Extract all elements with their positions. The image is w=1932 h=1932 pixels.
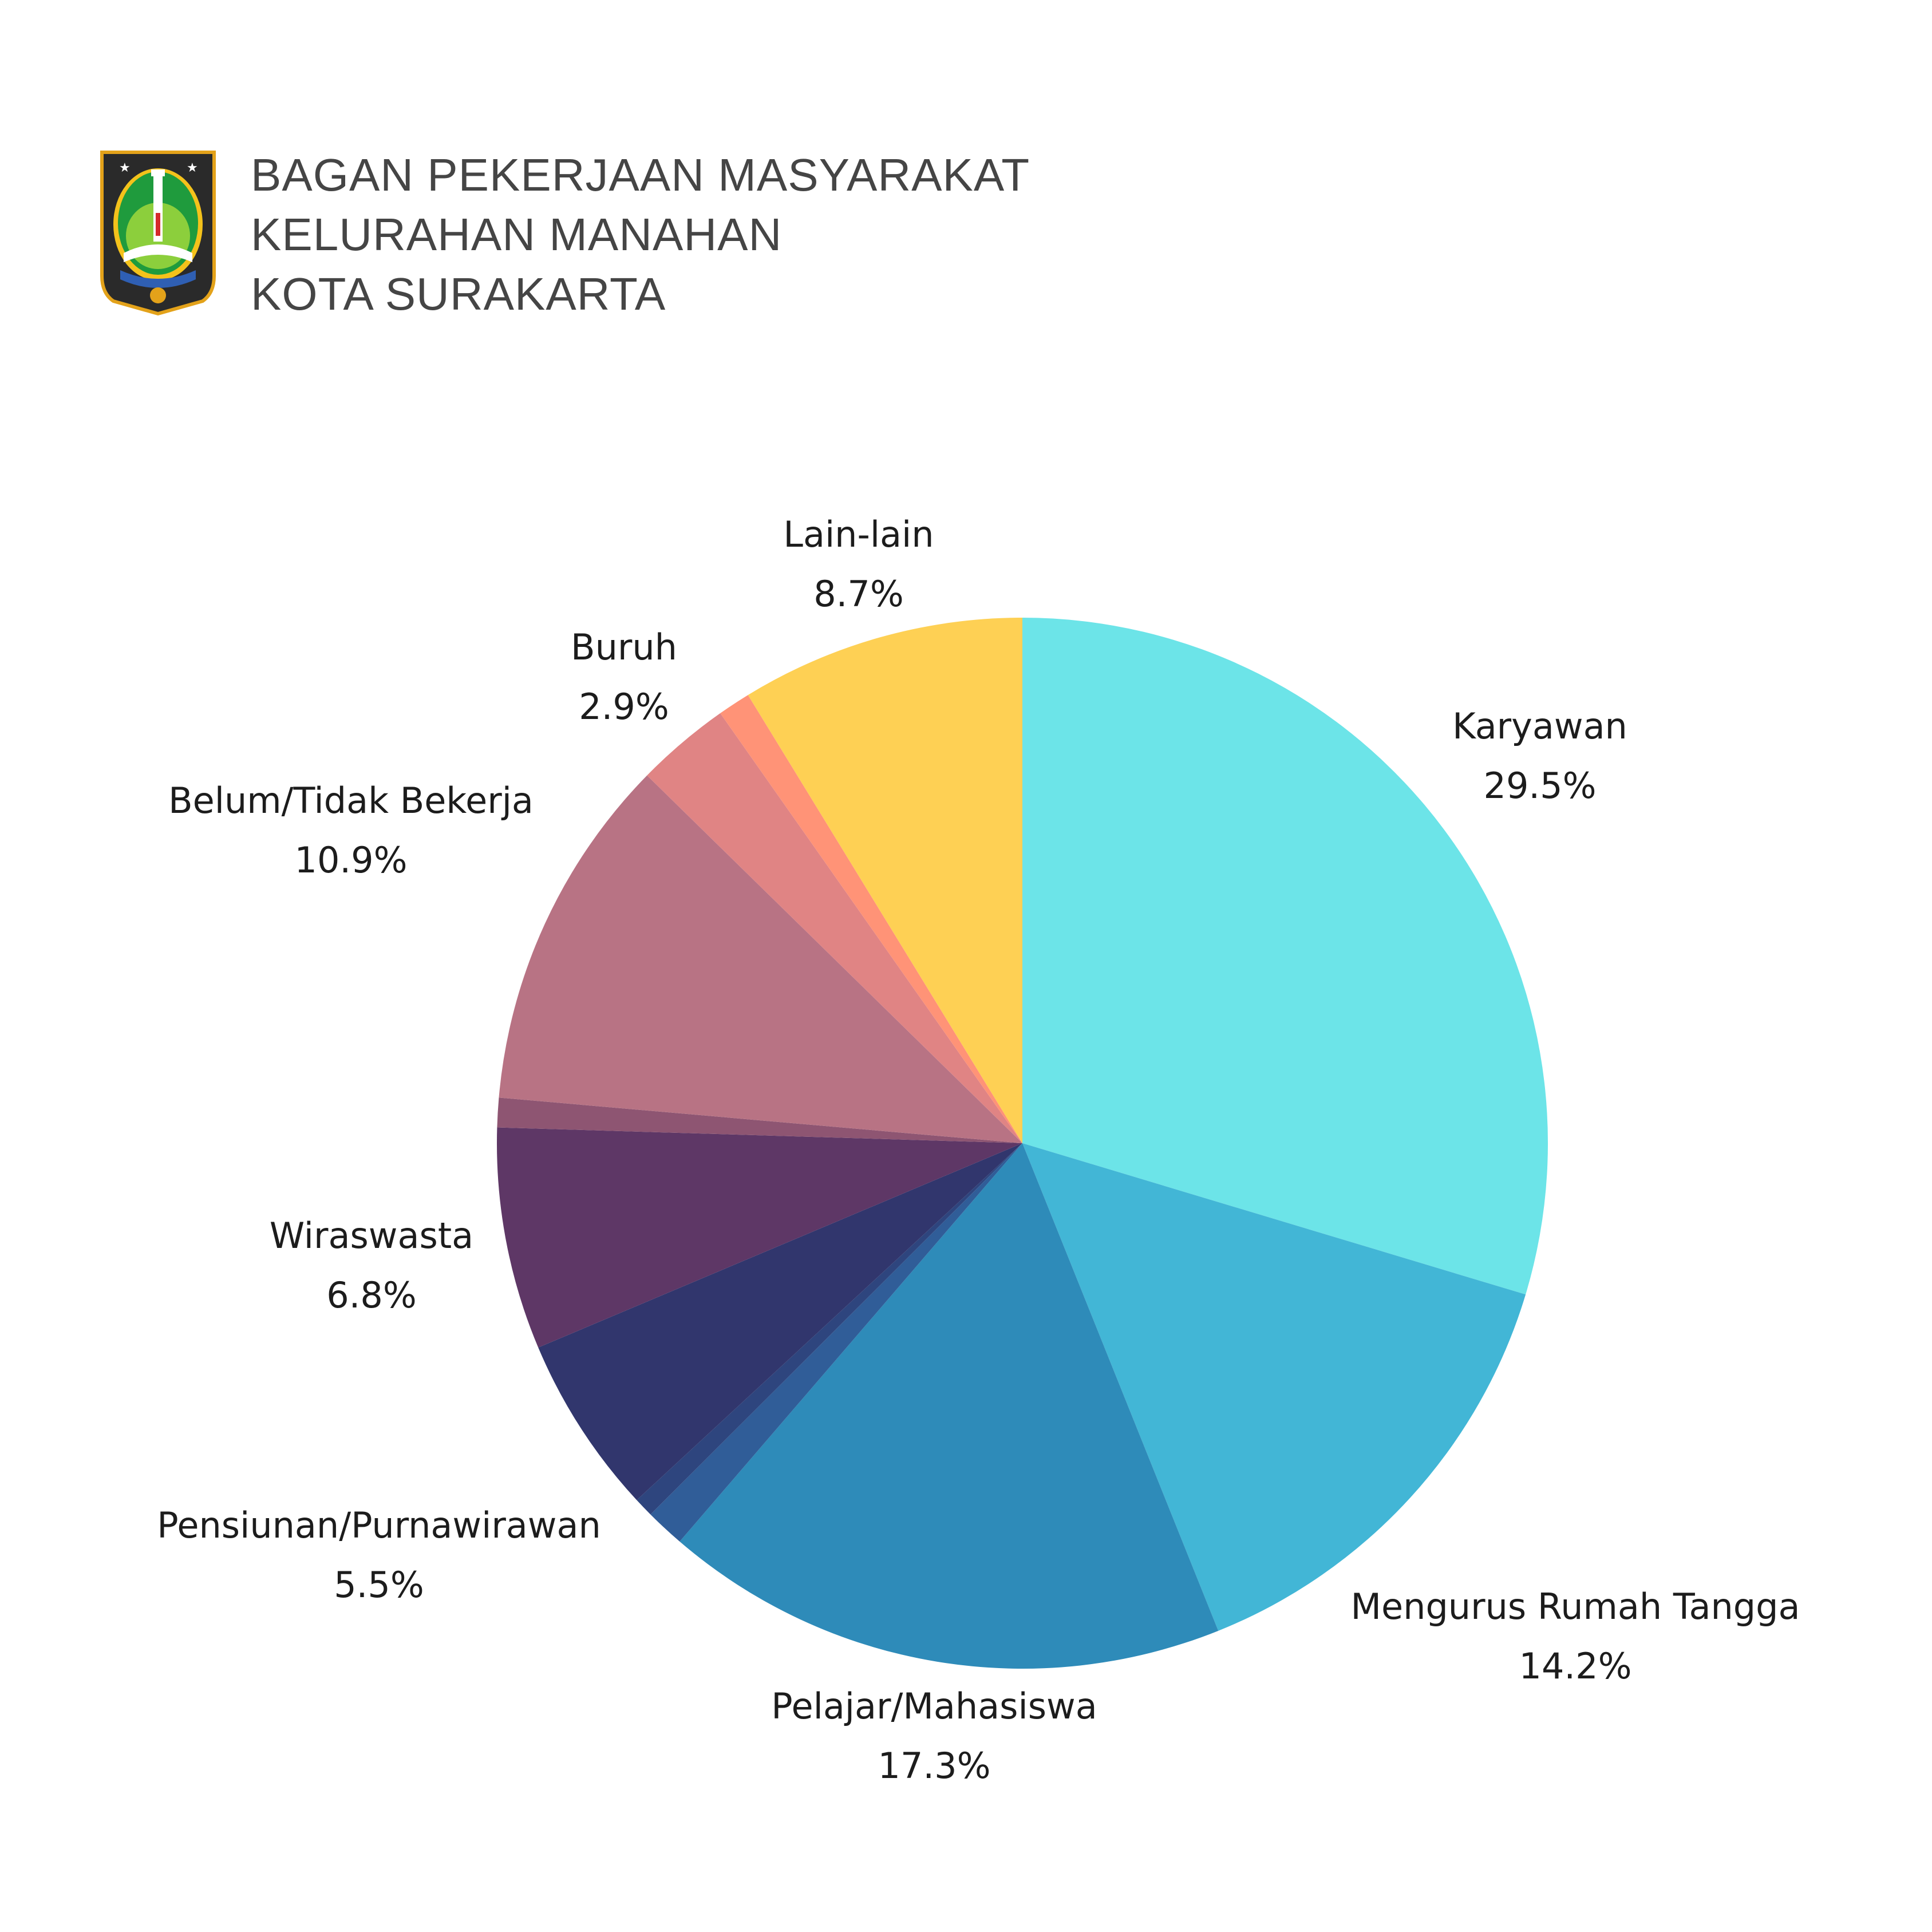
slice-value-wiraswasta: 6.8% [326,1274,417,1316]
pie-slice-unlabeled-4 [637,1143,1022,1515]
pie-slice-karyawan [1022,618,1548,1295]
svg-text:★: ★ [187,161,198,175]
slice-value-belum-tidak-bekerja: 10.9% [295,839,408,881]
pie-slice-wiraswasta [496,1127,1022,1348]
svg-text:★: ★ [119,161,131,175]
slice-value-karyawan: 29.5% [1484,765,1597,807]
pie-slice-buruh [647,713,1022,1143]
slice-value-lain-lain: 8.7% [813,573,904,615]
header-title-line-2: KELURAHAN MANAHAN [251,209,782,260]
slice-label-belum-tidak-bekerja: Belum/Tidak Bekerja [168,780,534,821]
pie-slice-unlabeled-3 [650,1143,1022,1542]
slice-value-mengurus-rumah-tangga: 14.2% [1519,1645,1632,1687]
pie-slice-unlabeled-7 [497,1097,1022,1143]
pie-slice-mengurus-rumah-tangga [1022,1143,1526,1631]
pie-slice-pensiunan-purnawirawan [538,1143,1022,1500]
pie-slice-unlabeled-10 [720,695,1022,1143]
slice-value-pensiunan-purnawirawan: 5.5% [334,1564,424,1606]
city-emblem-logo: ★ ★ [100,151,216,316]
pie-slice-pelajar-mahasiswa [679,1143,1219,1669]
slice-value-pelajar-mahasiswa: 17.3% [878,1745,991,1787]
pie-labels: Karyawan 29.5% Mengurus Rumah Tangga 14.… [157,513,1800,1787]
slice-label-wiraswasta: Wiraswasta [270,1215,473,1257]
slice-label-pelajar-mahasiswa: Pelajar/Mahasiswa [771,1685,1097,1727]
pie-slice-belum-tidak-bekerja [499,775,1022,1143]
slice-label-karyawan: Karyawan [1452,705,1627,747]
slice-label-pensiunan-purnawirawan: Pensiunan/Purnawirawan [157,1504,601,1546]
header-title-line-3: KOTA SURAKARTA [251,268,666,319]
header-title-line-1: BAGAN PEKERJAAN MASYARAKAT [251,149,1030,200]
slice-label-mengurus-rumah-tangga: Mengurus Rumah Tangga [1351,1586,1800,1627]
slice-label-buruh: Buruh [571,626,677,668]
slice-label-lain-lain: Lain-lain [783,513,934,555]
slice-value-buruh: 2.9% [579,686,669,728]
pie-slice-lain-lain [748,618,1022,1143]
pie-slices [496,618,1548,1669]
